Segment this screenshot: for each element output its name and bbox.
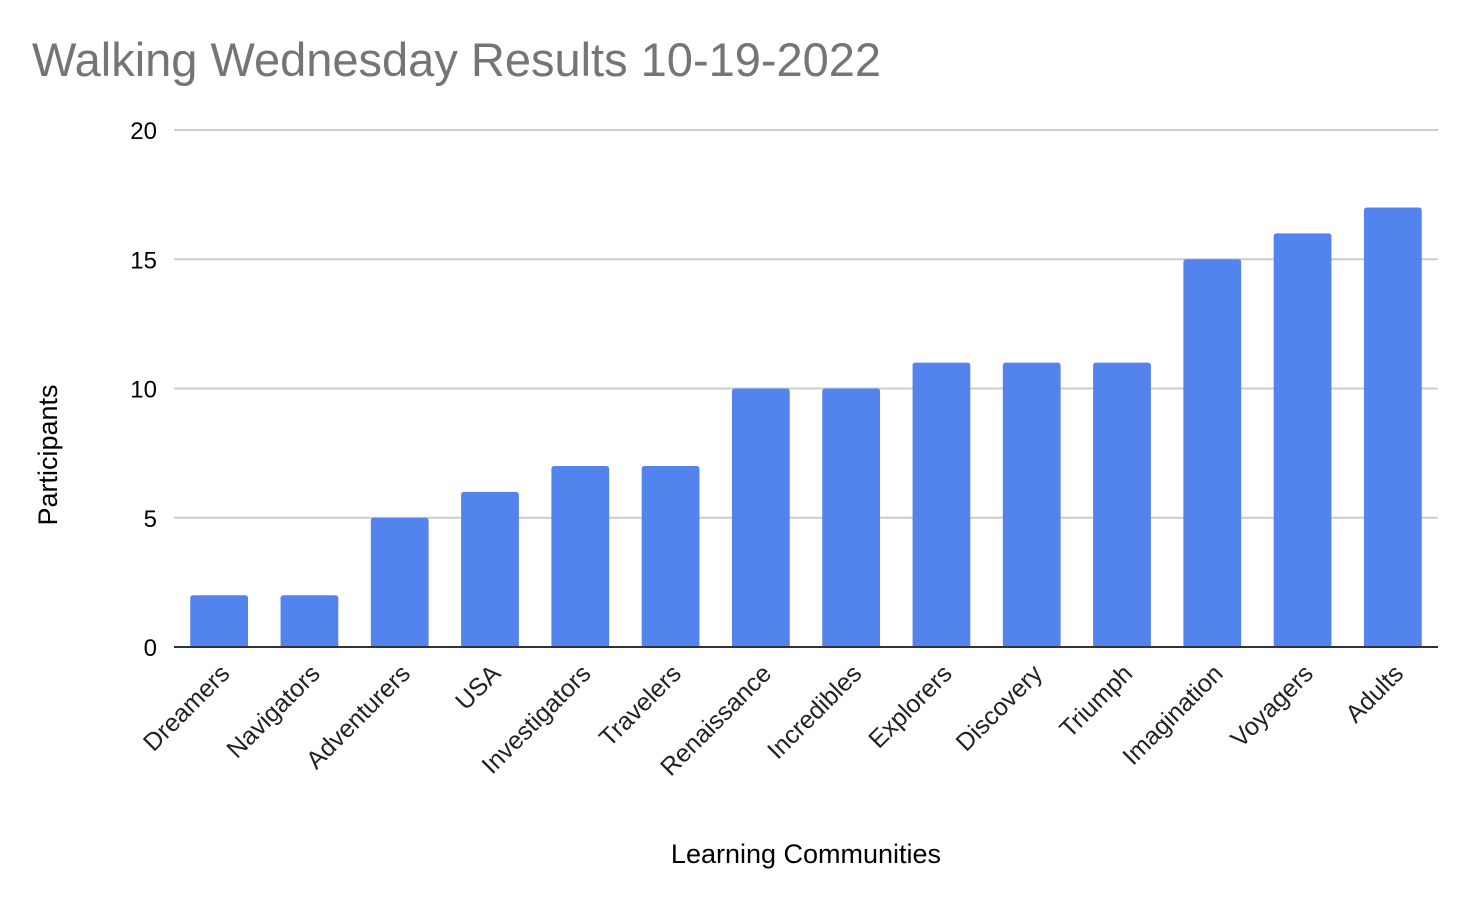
- x-tick-label: Voyagers: [1225, 659, 1319, 753]
- y-tick-label: 0: [144, 635, 157, 662]
- x-axis-label: Learning Communities: [671, 839, 941, 869]
- bar-explorers: [912, 362, 971, 647]
- y-axis-label: Participants: [33, 384, 63, 525]
- bar-dreamers: [190, 595, 249, 647]
- x-tick-label: Discovery: [951, 659, 1049, 757]
- x-tick-label: Dreamers: [138, 659, 235, 756]
- x-tick-label: USA: [450, 659, 506, 715]
- bar-adventurers: [370, 517, 429, 647]
- bar-renaissance: [731, 388, 790, 647]
- bars: [190, 207, 1422, 648]
- bar-investigators: [551, 466, 610, 647]
- gridlines: [174, 129, 1438, 519]
- bar-navigators: [280, 595, 339, 647]
- bar-travelers: [641, 466, 700, 647]
- x-tick-label: Incredibles: [762, 659, 867, 764]
- x-tick-label: Explorers: [863, 659, 957, 753]
- bar-triumph: [1093, 362, 1151, 647]
- x-tick-label: Adults: [1340, 659, 1409, 728]
- bar-adults: [1363, 207, 1422, 648]
- bar-imagination: [1183, 259, 1242, 647]
- chart-title: Walking Wednesday Results 10-19-2022: [32, 33, 881, 86]
- y-tick-label: 10: [130, 377, 157, 404]
- bar-discovery: [1002, 362, 1061, 647]
- y-axis-ticks: 0 5 10 15 20: [130, 118, 157, 662]
- bar-incredibles: [822, 388, 881, 647]
- bar-usa: [461, 491, 519, 647]
- y-tick-label: 5: [144, 506, 157, 533]
- bar-voyagers: [1273, 233, 1332, 647]
- y-tick-label: 20: [130, 118, 157, 145]
- y-tick-label: 15: [130, 247, 157, 274]
- x-tick-label: Triumph: [1054, 659, 1138, 743]
- x-tick-label: Travelers: [594, 659, 687, 752]
